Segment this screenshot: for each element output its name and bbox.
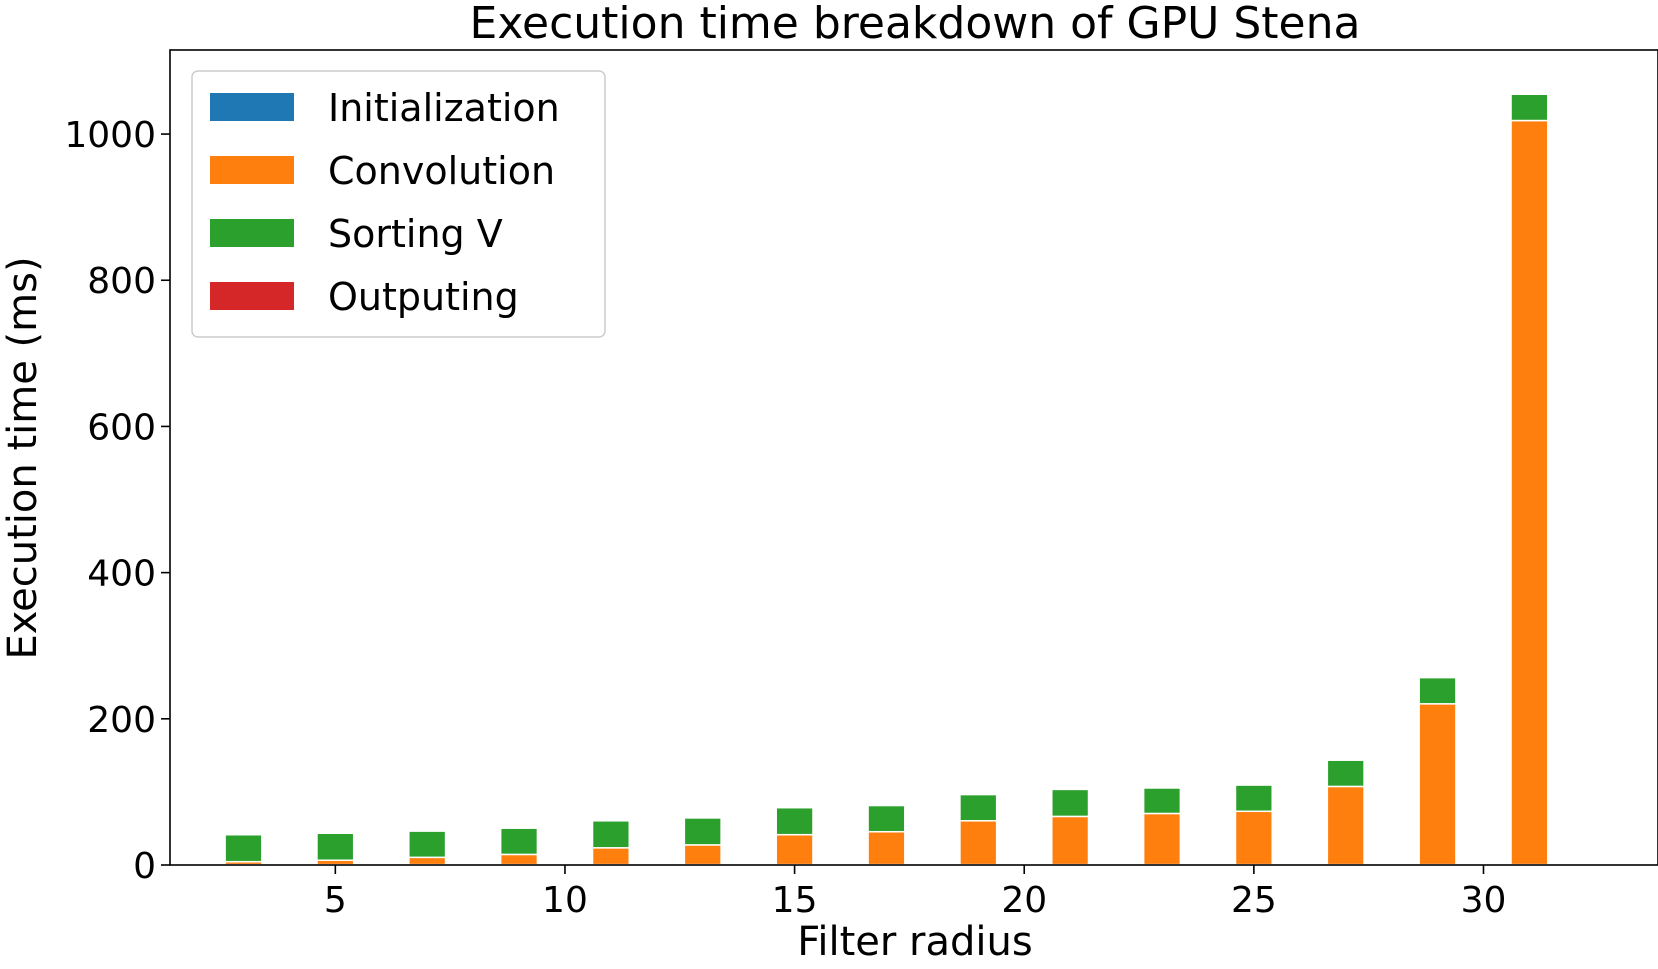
bar-sorting-v-r17 (867, 804, 906, 833)
bar-sorting-v-r25 (1234, 784, 1273, 813)
bar-outputing-r31 (1510, 92, 1549, 95)
y-axis-label: Execution time (ms) (0, 256, 46, 659)
bar-outputing-r9 (499, 826, 539, 829)
x-tick-label-25: 25 (1231, 880, 1277, 921)
bar-sorting-v-r21 (1051, 788, 1090, 818)
bar-outputing-r15 (775, 806, 814, 809)
legend-label-sorting-v: Sorting V (328, 212, 503, 256)
bar-sorting-v-r9 (499, 827, 539, 856)
bar-convolution-r7 (408, 856, 447, 866)
bar-sorting-v-r19 (959, 793, 998, 822)
bar-convolution-r9 (499, 853, 539, 866)
bar-outputing-r29 (1418, 675, 1457, 679)
bar-convolution-r21 (1051, 815, 1090, 866)
y-axis-ticks: 0 200 400 600 800 1000 (64, 115, 170, 887)
legend-label-outputing: Outputing (328, 275, 519, 319)
bar-outputing-r7 (408, 829, 447, 832)
plot-frame (169, 49, 1658, 866)
bar-sorting-v-r11 (591, 820, 631, 849)
legend: Initialization Convolution Sorting V Output… (191, 70, 606, 338)
bar-sorting-v-r23 (1142, 787, 1182, 815)
legend-swatch-convolution (210, 156, 294, 184)
legend-frame (191, 70, 606, 338)
y-tick-label-200: 200 (87, 700, 156, 741)
bar-convolution-r27 (1326, 785, 1365, 866)
x-tick-label-5: 5 (324, 880, 347, 921)
x-axis-ticks: 5 10 15 20 25 30 (324, 865, 1507, 921)
legend-swatch-initialization (210, 93, 294, 121)
y-tick-label-600: 600 (87, 407, 156, 448)
bar-outputing-r3 (224, 833, 263, 836)
bar-outputing-r19 (959, 793, 998, 796)
bar-convolution-r11 (591, 847, 631, 866)
bar-convolution-r29 (1418, 703, 1457, 866)
bar-convolution-r17 (867, 830, 906, 866)
legend-label-convolution: Convolution (328, 149, 555, 193)
bar-convolution-r31 (1510, 119, 1549, 866)
bar-outputing-r21 (1051, 788, 1090, 791)
legend-label-initialization: Initialization (328, 86, 560, 130)
bar-outputing-r13 (683, 816, 722, 819)
bar-sorting-v-r29 (1418, 676, 1457, 705)
bar-sorting-v-r13 (683, 817, 722, 846)
bar-convolution-r23 (1142, 812, 1182, 866)
x-axis-label: Filter radius (797, 919, 1032, 965)
chart-title: Execution time breakdown of GPU Stena (470, 0, 1361, 49)
bar-outputing-r23 (1142, 786, 1182, 789)
bar-sorting-v-r15 (775, 806, 814, 836)
bar-sorting-v-r7 (408, 830, 447, 859)
y-tick-label-1000: 1000 (64, 115, 156, 156)
x-tick-label-10: 10 (542, 880, 588, 921)
x-tick-label-30: 30 (1461, 880, 1507, 921)
y-tick-label-400: 400 (87, 554, 156, 595)
x-tick-label-20: 20 (1001, 880, 1047, 921)
legend-swatch-sorting-v (210, 219, 294, 247)
bar-convolution-r19 (959, 820, 998, 866)
bar-outputing-r11 (591, 818, 631, 822)
y-tick-label-800: 800 (87, 261, 156, 302)
y-tick-label-0: 0 (133, 846, 156, 887)
bar-outputing-r25 (1234, 783, 1273, 786)
legend-swatch-outputing (210, 282, 294, 310)
bar-sorting-v-r31 (1510, 93, 1549, 122)
bar-convolution-r13 (683, 844, 722, 866)
bar-outputing-r17 (867, 804, 906, 807)
bar-sorting-v-r27 (1326, 759, 1365, 788)
bar-sorting-v-r3 (224, 833, 263, 863)
bar-outputing-r27 (1326, 757, 1365, 761)
bar-convolution-r25 (1234, 810, 1273, 866)
bar-outputing-r5 (316, 831, 355, 834)
x-tick-label-15: 15 (772, 880, 818, 921)
bar-convolution-r15 (775, 833, 814, 866)
bar-sorting-v-r5 (316, 832, 355, 861)
